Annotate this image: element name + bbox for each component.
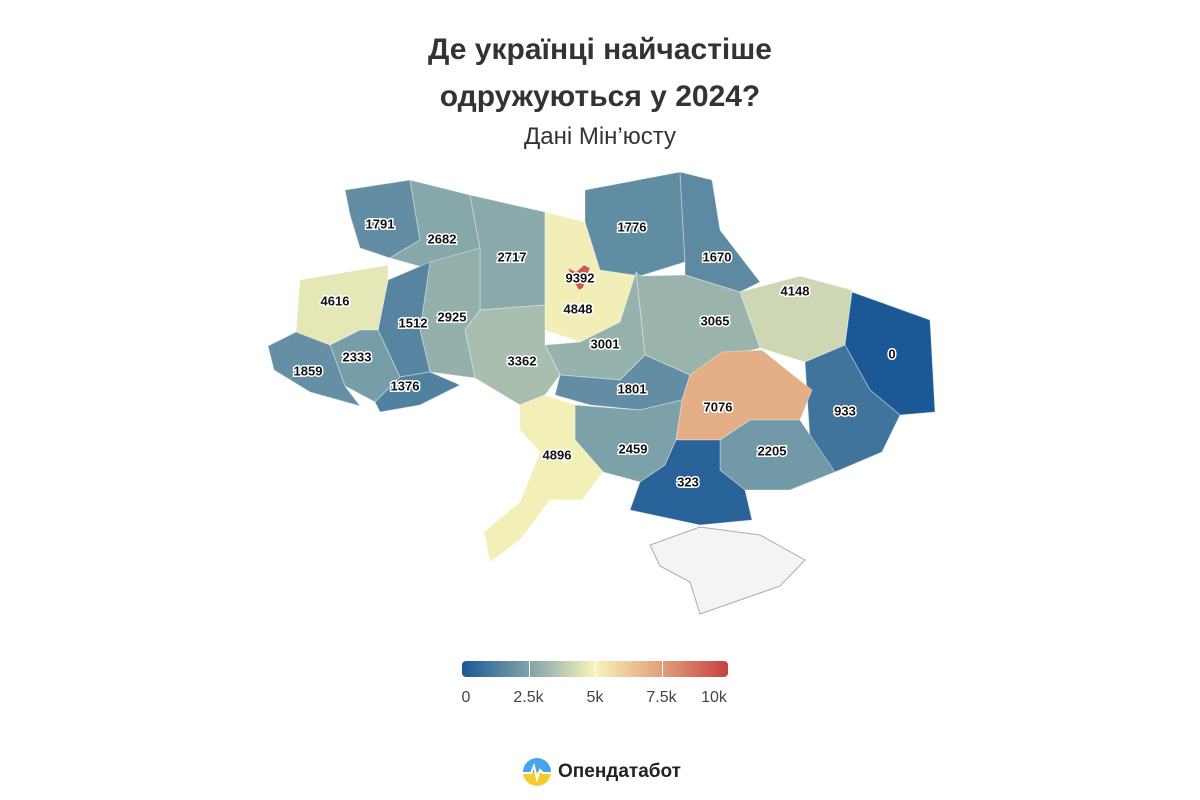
region-value-label: 0	[888, 346, 895, 361]
opendatabot-logo-icon	[523, 758, 551, 786]
region-crimea[interactable]	[649, 526, 806, 615]
region-value-label: 3001	[591, 336, 620, 351]
region-value-label: 323	[677, 474, 699, 489]
legend-tick-label: 2.5k	[513, 689, 544, 706]
region-value-label: 2925	[438, 309, 467, 324]
region-value-label: 1512	[399, 315, 428, 330]
region-zaporizhzhia[interactable]	[719, 419, 836, 491]
region-value-label: 1376	[391, 378, 420, 393]
region-donetsk[interactable]	[804, 344, 901, 473]
region-value-label: 2717	[498, 249, 527, 264]
chart-subtitle: Дані Мін’юсту	[523, 123, 677, 150]
region-value-label: 9392	[566, 270, 595, 285]
region-value-label: 2205	[758, 443, 787, 458]
region-value-label: 4616	[321, 293, 350, 308]
region-value-label: 7076	[704, 399, 733, 414]
legend-tick-label: 5k	[586, 689, 604, 706]
chart-title-line2: одружуються у 2024?	[439, 80, 761, 113]
legend-divider	[595, 661, 596, 677]
region-value-label: 933	[834, 403, 856, 418]
region-value-label: 1791	[366, 216, 395, 231]
region-zakarpattia[interactable]	[267, 331, 362, 407]
chart-title-line1: Де українці найчастіше	[428, 33, 772, 66]
legend-divider	[528, 661, 530, 677]
legend-divider	[661, 661, 663, 677]
legend-tick-label: 0	[461, 689, 471, 706]
region-value-label: 3065	[701, 313, 730, 328]
region-value-label: 1776	[618, 219, 647, 234]
legend-tick-label: 10k	[701, 689, 727, 706]
region-value-label: 4896	[543, 447, 572, 462]
region-kherson[interactable]	[629, 439, 753, 526]
region-kyiv-city[interactable]	[567, 264, 591, 291]
region-odesa[interactable]	[483, 394, 604, 563]
region-sumy[interactable]	[679, 171, 761, 293]
region-value-label: 1670	[703, 249, 732, 264]
region-value-label: 4848	[564, 301, 593, 316]
region-value-label: 2459	[619, 441, 648, 456]
brand: Опендатабот	[522, 757, 681, 787]
region-chernivtsi[interactable]	[374, 371, 462, 413]
region-value-label: 2682	[428, 231, 457, 246]
region-value-label: 1801	[618, 381, 647, 396]
legend-tick-label: 7.5k	[646, 689, 677, 706]
region-value-label: 3362	[508, 353, 537, 368]
brand-name: Опендатабот	[558, 761, 681, 782]
region-value-label: 4148	[781, 283, 810, 298]
region-value-label: 1859	[294, 363, 323, 378]
region-value-label: 2333	[343, 349, 372, 364]
